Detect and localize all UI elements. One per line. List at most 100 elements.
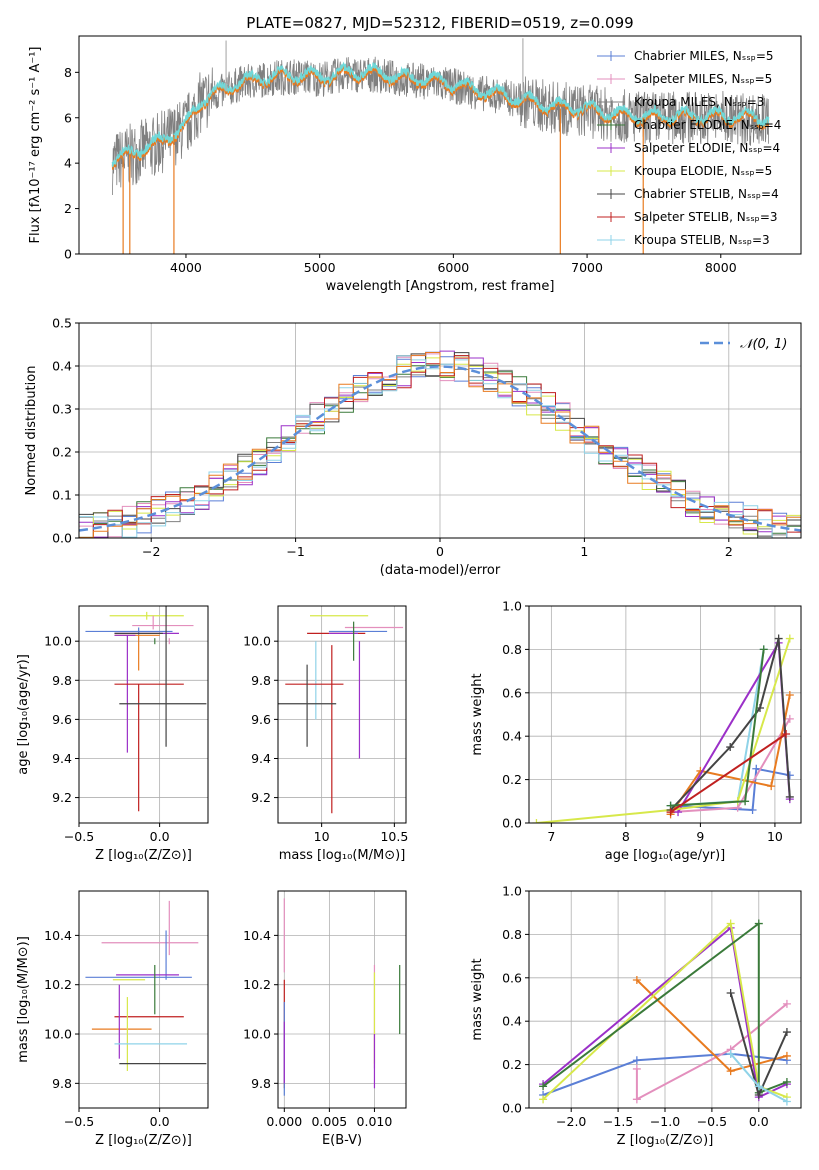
panel-age-vs-mass: 10 10.5 9.2 9.4 9.6 9.8 10.0 mass [log₁₀(M/M⊙)] [243,605,408,863]
series-marker [785,714,794,723]
y-tick-label: 0.2 [502,772,522,787]
x-tick-label: −1.5 [603,1114,633,1129]
plot-area [278,615,404,814]
plot-area [85,606,207,812]
legend-label: Kroupa STELIB, Nₛₛₚ=3 [634,233,770,247]
y-tick-label: 0.8 [502,642,522,657]
series-line [536,638,791,823]
x-tick-label: 0.010 [357,1114,393,1129]
panel-mass-vs-ebv: 0.000 0.005 0.010 9.8 10.0 10.2 10.4 E(B-V) [243,890,407,1148]
y-tick-label: 0.0 [502,1101,522,1116]
series-marker [782,1077,791,1086]
y-tick-label: 0.6 [502,970,522,985]
axes-frame [78,35,802,255]
legend-label: Salpeter MILES, Nₛₛₚ=5 [634,72,772,86]
series-marker [782,730,791,739]
series-marker [532,819,541,823]
legend-label: Chabrier MILES, Nₛₛₚ=5 [634,49,774,63]
legend-label: Salpeter ELODIE, Nₛₛₚ=4 [634,141,780,155]
x-tick-label: 10.5 [380,829,408,844]
series-marker [754,1082,763,1091]
y-tick-label: 0 [64,247,72,262]
legend-label: Chabrier STELIB, Nₛₛₚ=4 [634,187,779,201]
x-tick-label: 7 [547,829,555,844]
y-tick-label: 0.1 [52,488,72,503]
x-tick-label: 7000 [571,260,603,275]
x-tick-label: −0.5 [64,829,94,844]
x-tick-label: 0 [436,544,444,559]
y-tick-label: 9.8 [52,1076,72,1091]
series-line [542,926,788,1099]
y-tick-label: 10.0 [243,1027,271,1042]
series-marker [632,975,641,984]
y-axis-label: mass [log₁₀(M/M⊙)] [16,936,31,1063]
series-marker [752,764,761,773]
series-marker [754,919,763,928]
x-tick-label: 1 [580,544,588,559]
series-line [542,922,788,1101]
legend-label: Kroupa ELODIE, Nₛₛₚ=5 [634,164,772,178]
y-tick-label: 9.8 [52,673,72,688]
x-axis-label: Z [log₁₀(Z/Z⊙)] [617,1133,714,1148]
figure-title: PLATE=0827, MJD=52312, FIBERID=0519, z=0… [246,14,633,32]
x-axis-label: Z [log₁₀(Z/Z⊙)] [95,1133,192,1148]
series-marker [782,1097,791,1106]
y-tick-label: 9.2 [251,790,271,805]
y-tick-label: 0.5 [52,316,72,331]
x-axis-label: (data-model)/error [380,563,501,578]
x-tick-label: 0.0 [150,1114,170,1129]
series-marker [726,1049,735,1058]
y-tick-label: 9.4 [52,751,72,766]
x-tick-label: −2.0 [556,1114,586,1129]
y-tick-label: 0.0 [52,531,72,546]
x-tick-label: 4000 [170,260,202,275]
axes-frame [277,890,407,1109]
y-tick-label: 10.0 [44,1027,72,1042]
panel-spectrum: Chabrier MILES, Nₛₛₚ=5 Salpeter MILES, Nₛ… [28,35,802,294]
x-tick-label: −1.0 [650,1114,680,1129]
series-marker [754,1090,763,1099]
x-tick-label: 6000 [437,260,469,275]
gaussian-curve [79,365,801,532]
axes-frame [78,605,209,824]
panel-age-vs-Z: −0.5 0.0 9.2 9.4 9.6 9.8 10.0 Z [log₁₀(Z/Z⊙)] ag… [16,605,209,863]
series-marker [726,1067,735,1076]
plot-area [85,900,207,1072]
series-marker [632,1064,641,1073]
series-line [670,718,791,814]
y-tick-label: 0.2 [52,445,72,460]
y-tick-label: 1.0 [502,884,522,899]
x-tick-label: 8000 [705,260,737,275]
y-tick-label: 6 [64,110,72,125]
series-marker [774,634,783,643]
series-marker [785,634,794,643]
series-marker [782,999,791,1008]
y-tick-label: 0.8 [502,927,522,942]
x-axis-label: E(B-V) [322,1133,362,1148]
x-tick-label: −2 [142,544,160,559]
series-marker [785,690,794,699]
x-tick-label: −1 [286,544,304,559]
x-axis-label: age [log₁₀(age/yr)] [605,848,726,863]
series-marker [782,1051,791,1060]
y-tick-label: 0.0 [502,816,522,831]
series-line [669,694,791,815]
x-tick-label: 10 [314,829,330,844]
y-tick-label: 4 [64,156,72,171]
series-marker [741,797,750,806]
series-marker [632,1056,641,1065]
panel-weight-vs-age: 7 8 9 10 0.0 0.2 0.4 0.6 0.8 1.0 age [log₁₀(age/yr… [470,599,802,863]
y-tick-label: 10.2 [243,977,271,992]
series-marker [539,1095,548,1104]
panel-residuals: 𝒩(0, 1) −2 −1 0 1 2 0.0 0.1 0.2 0.3 0.4 0.5 (data-mo… [24,316,802,578]
y-tick-label: 0.4 [52,359,72,374]
series-line [542,922,788,1094]
series-marker [748,805,757,814]
x-axis-label: Z [log₁₀(Z/Z⊙)] [95,848,192,863]
x-tick-label: 0.005 [311,1114,347,1129]
x-tick-label: 10 [767,829,783,844]
x-axis-label: mass [log₁₀(M/M⊙)] [279,848,406,863]
panel-mass-vs-Z: −0.5 0.0 9.8 10.0 10.2 10.4 Z [log₁₀(Z/Z⊙)] mas… [16,890,209,1148]
y-tick-label: 9.2 [52,790,72,805]
